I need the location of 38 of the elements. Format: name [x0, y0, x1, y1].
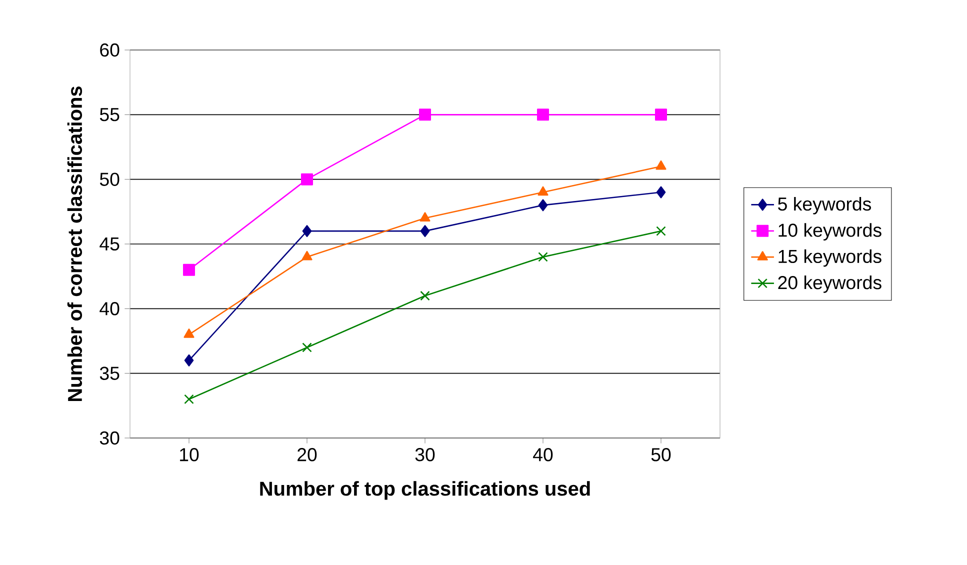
legend-label: 5 keywords — [778, 196, 871, 214]
y-tick-label: 60 — [100, 43, 120, 57]
point — [538, 252, 548, 262]
point — [420, 212, 430, 222]
point — [301, 173, 314, 186]
point — [655, 108, 668, 121]
point — [656, 160, 666, 170]
legend-label: 15 keywords — [778, 249, 882, 267]
point — [302, 250, 312, 260]
point — [302, 342, 312, 352]
legend-label: 20 keywords — [778, 276, 882, 293]
point — [184, 328, 194, 338]
y-tick-label: 55 — [100, 108, 120, 122]
y-tick-label: 50 — [100, 172, 120, 186]
y-tick-label: 40 — [100, 302, 120, 316]
x-tick-label: 10 — [180, 448, 199, 462]
point — [183, 264, 196, 276]
point — [537, 108, 550, 121]
x-tick-label: 50 — [651, 448, 671, 462]
point — [420, 290, 430, 301]
point — [184, 394, 194, 404]
x-tick-label: 30 — [415, 448, 435, 462]
point — [538, 199, 548, 212]
point — [420, 225, 430, 238]
point — [184, 354, 194, 366]
legend-label: 10 keywords — [778, 223, 882, 241]
y-tick-label: 30 — [100, 431, 120, 445]
x-tick-label: 40 — [533, 448, 553, 462]
y-axis-title: Number of correct classifications — [67, 86, 82, 402]
point — [419, 108, 432, 121]
x-tick-label: 20 — [298, 448, 317, 462]
point — [302, 225, 312, 238]
y-tick-label: 45 — [100, 237, 120, 251]
x-axis-title: Number of top classifications used — [260, 481, 590, 500]
y-tick-label: 35 — [100, 366, 120, 380]
point — [656, 186, 666, 198]
point — [656, 226, 666, 236]
point — [538, 186, 548, 196]
